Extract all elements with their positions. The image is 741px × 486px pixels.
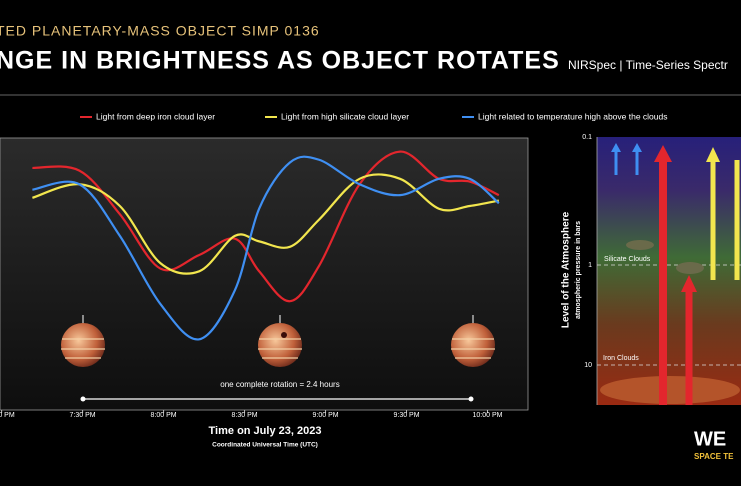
pressure-tick: 0.1 <box>582 134 592 141</box>
x-tick-label: 10:00 PM <box>473 412 503 419</box>
logo-text: SPACE TE <box>694 452 734 461</box>
supertitle: TED PLANETARY-MASS OBJECT SIMP 0136 <box>0 23 320 39</box>
x-tick-label: 7:00 PM <box>0 412 15 419</box>
annotation: one complete rotation = 2.4 hours <box>220 380 339 389</box>
instrument: NIRSpec | Time-Series Spectr <box>568 58 728 72</box>
pressure-tick: 10 <box>584 362 592 369</box>
x-tick-label: 8:30 PM <box>232 412 258 419</box>
plot-area <box>0 137 529 411</box>
x-tick-label: 8:00 PM <box>151 412 177 419</box>
atmosphere <box>597 137 741 405</box>
x-tick-label: 9:00 PM <box>313 412 339 419</box>
planet <box>258 315 302 367</box>
cloud-label: Silicate Clouds <box>604 256 651 263</box>
panel-ylabel: Level of the Atmosphere <box>561 211 572 328</box>
logo-mark: WE <box>694 428 726 450</box>
panel-ysublabel: atmospheric pressure in bars <box>575 221 582 319</box>
legend-label: Light from high silicate cloud layer <box>281 111 409 121</box>
cloud-label: Iron Clouds <box>603 355 639 362</box>
atmosphere-panel: 0.1 1 10 Silicate Clouds Iron Clouds Lev… <box>561 134 741 405</box>
planets <box>61 315 495 367</box>
series-line <box>32 173 500 275</box>
series-line <box>32 155 500 341</box>
pressure-tick: 1 <box>588 262 592 269</box>
series-line <box>32 150 500 303</box>
rotation-end <box>80 396 86 402</box>
title: NGE IN BRIGHTNESS AS OBJECT ROTATES <box>0 47 560 75</box>
x-tick-label: 7:30 PM <box>70 412 96 419</box>
legend-label: Light related to temperature high above … <box>478 111 668 121</box>
x-tick-label: 9:30 PM <box>393 412 419 419</box>
x-axis-title: Time on July 23, 2023 <box>209 425 322 437</box>
planet <box>61 315 105 367</box>
legend-label: Light from deep iron cloud layer <box>96 111 215 121</box>
rotation-end <box>468 396 474 402</box>
x-axis-subtitle: Coordinated Universal Time (UTC) <box>212 442 318 449</box>
planet <box>451 315 495 367</box>
